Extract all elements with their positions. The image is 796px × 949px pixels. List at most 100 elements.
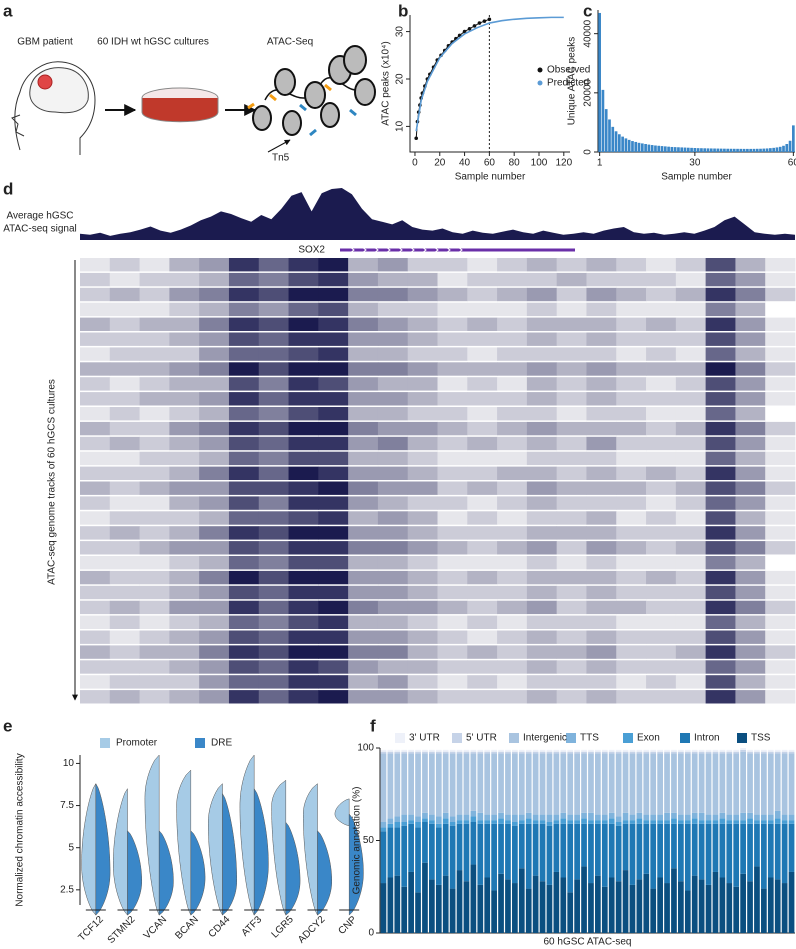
bar-segment <box>380 883 387 933</box>
bar <box>601 89 605 152</box>
heatmap-cell <box>169 585 200 600</box>
heatmap-cell <box>377 287 409 302</box>
heatmap-cell <box>735 511 766 525</box>
bar-segment <box>491 823 497 891</box>
bar-segment <box>684 890 691 933</box>
bar-segment <box>691 823 698 876</box>
bar-segment <box>429 751 435 754</box>
heatmap-cell <box>228 600 260 615</box>
heatmap-cell <box>705 466 736 480</box>
heatmap-cell <box>318 675 349 689</box>
heatmap-cell <box>586 392 617 406</box>
heatmap-cell <box>288 317 319 331</box>
violin-half <box>144 754 160 916</box>
heatmap-cell <box>377 630 409 644</box>
heatmap-cell <box>199 570 230 585</box>
heatmap-cell <box>735 258 766 272</box>
heatmap-cell <box>80 481 111 495</box>
heatmap-cell <box>109 615 140 629</box>
bar-segment <box>498 823 504 874</box>
gene-strand <box>397 246 403 254</box>
heatmap-cell <box>675 287 707 302</box>
violin-half <box>334 798 350 827</box>
heatmap-cell <box>228 287 260 302</box>
bar-segment <box>498 753 504 813</box>
heatmap-cell <box>258 600 289 615</box>
heatmap-cell <box>288 660 319 674</box>
heatmap-cell <box>348 451 379 466</box>
heatmap-cell <box>109 272 140 287</box>
heatmap-cell <box>199 287 230 302</box>
bar-segment <box>512 753 518 815</box>
heatmap-cell <box>318 287 349 302</box>
heatmap-cell <box>139 317 170 331</box>
bar <box>634 141 638 152</box>
heatmap-cell <box>169 407 200 421</box>
heatmap-cell <box>437 645 468 659</box>
heatmap-cell <box>169 377 200 391</box>
bar-segment <box>394 751 401 754</box>
x-tick-label: CD44 <box>207 914 233 940</box>
bar-segment <box>747 749 753 752</box>
panel-label: b <box>398 1 408 20</box>
bar-segment <box>484 877 491 933</box>
bar-segment <box>747 753 753 813</box>
bar <box>706 148 710 152</box>
heatmap-cell <box>467 615 498 629</box>
heatmap-cell <box>139 481 170 495</box>
heatmap-cell <box>616 392 647 406</box>
bar-segment <box>740 749 746 752</box>
heatmap-cell <box>109 332 140 346</box>
heatmap-cell <box>616 377 647 391</box>
heatmap-cell <box>765 392 796 406</box>
heatmap-cell <box>288 585 319 600</box>
bar-segment <box>622 753 629 813</box>
heatmap-cell <box>675 526 707 540</box>
heatmap-cell <box>556 317 587 331</box>
bar-segment <box>615 822 622 826</box>
bar-segment <box>491 890 497 933</box>
heatmap-cell <box>467 347 498 361</box>
heatmap-cell <box>497 272 528 287</box>
bar-segment <box>532 814 539 821</box>
heatmap-cell <box>437 436 468 451</box>
bar-segment <box>740 751 746 813</box>
bar-segment <box>456 870 463 933</box>
heatmap-cell <box>467 630 498 644</box>
bar-segment <box>394 875 401 933</box>
bar-segment <box>532 753 539 815</box>
bar-segment <box>470 816 477 822</box>
heatmap-cell <box>526 511 558 525</box>
heatmap-cell <box>199 272 230 287</box>
heatmap-cell <box>258 392 289 406</box>
bar-segment <box>539 820 546 824</box>
heatmap-cell <box>586 466 617 480</box>
bar-segment <box>512 814 518 822</box>
heatmap-cell <box>765 570 796 585</box>
bar-segment <box>781 814 788 821</box>
heatmap-cell <box>228 526 260 540</box>
heatmap-cell <box>348 541 379 555</box>
heatmap-cell <box>497 496 528 510</box>
heatmap-cell <box>407 362 438 376</box>
bar-segment <box>740 748 746 750</box>
heatmap-cell <box>288 332 319 346</box>
bar-segment <box>394 827 401 876</box>
heatmap-cell <box>288 690 319 704</box>
heatmap-cell <box>437 347 468 361</box>
heatmap-cell <box>228 645 260 659</box>
bar-segment <box>615 881 622 933</box>
heatmap-cell <box>705 451 736 466</box>
heatmap-cell <box>318 585 349 600</box>
heatmap-cell <box>348 496 379 510</box>
heatmap-cell <box>705 585 736 600</box>
bar-segment <box>588 812 594 821</box>
bar-segment <box>712 751 719 754</box>
violin-half <box>348 813 364 916</box>
bar-segment <box>525 818 532 824</box>
heatmap-cell <box>318 615 349 629</box>
heatmap-cell <box>675 451 707 466</box>
bar-segment <box>518 823 525 869</box>
heatmap-cell <box>586 615 617 629</box>
bar-segment <box>435 751 442 754</box>
